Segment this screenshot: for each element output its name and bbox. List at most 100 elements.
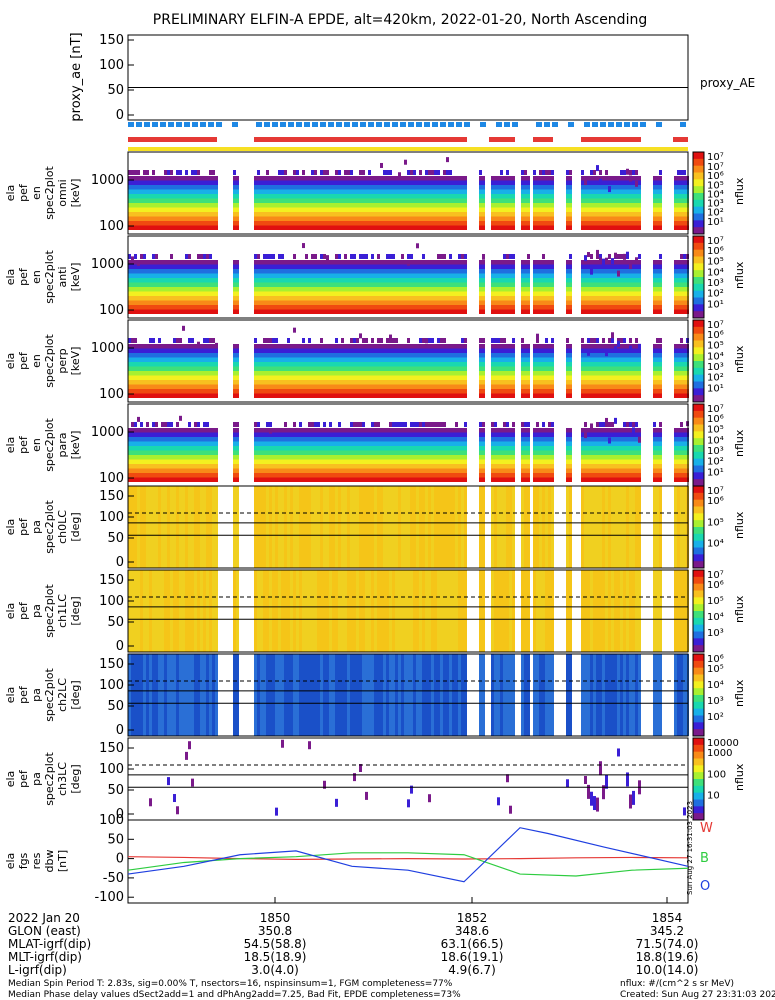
spec-cell <box>188 221 191 226</box>
spec-cell <box>158 260 161 265</box>
spec-cell <box>359 362 362 367</box>
spec-cell <box>128 176 131 181</box>
spec-cell <box>173 278 176 283</box>
spec-cell <box>617 207 620 212</box>
spec-cell <box>479 278 482 283</box>
spec-cell <box>305 269 308 274</box>
spec-cell <box>137 170 140 175</box>
spec-cell <box>452 203 455 208</box>
spec-cell <box>335 194 338 199</box>
spec-cell <box>674 264 677 269</box>
spec-cell <box>458 305 461 310</box>
spec-cell <box>656 260 659 265</box>
spec-cell <box>431 198 434 203</box>
spec-cell <box>440 287 443 292</box>
ylabel-line: [keV] <box>69 179 82 208</box>
spec-cell <box>593 189 596 194</box>
spec-cell <box>371 198 374 203</box>
spec-cell <box>191 207 194 212</box>
spec-cell <box>152 180 155 185</box>
spec-cell <box>386 189 389 194</box>
spec-cell <box>386 207 389 212</box>
spec-cell <box>146 389 149 394</box>
spec-cell <box>128 393 131 398</box>
spec-cell <box>161 180 164 185</box>
spec-cell <box>503 291 506 296</box>
spec-cell <box>458 225 461 230</box>
spec-cell <box>263 207 266 212</box>
spec-cell <box>149 389 152 394</box>
spec-cell <box>179 305 182 310</box>
spec-cell <box>266 348 269 353</box>
spec-cell <box>638 207 641 212</box>
spec-cell <box>191 338 194 343</box>
spec-cell <box>527 309 530 314</box>
spec-cell <box>398 273 401 278</box>
spec-cell <box>323 375 326 380</box>
spec-cell <box>161 278 164 283</box>
spec-cell <box>362 273 365 278</box>
spec-cell <box>512 296 515 301</box>
spec-cell <box>302 170 305 175</box>
spec-cell <box>302 216 305 221</box>
spec-cell <box>602 258 605 265</box>
spec-cell <box>152 216 155 221</box>
spec-cell <box>611 300 614 305</box>
spec-cell <box>365 269 368 274</box>
spec-cell <box>413 207 416 212</box>
spec-cell <box>170 254 173 259</box>
spec-cell <box>233 176 236 181</box>
spec-cell <box>257 176 260 181</box>
spec-cell <box>371 260 374 265</box>
spec-cell <box>275 282 278 287</box>
spec-cell <box>605 221 608 226</box>
spec-cell <box>194 380 197 385</box>
spec-cell <box>269 287 272 292</box>
spec-cell <box>653 207 656 212</box>
spec-cell <box>581 264 584 269</box>
spec-cell <box>266 353 269 358</box>
spec-cell <box>347 260 350 265</box>
spec-cell <box>134 260 137 265</box>
spec-cell <box>350 393 353 398</box>
spec-cell <box>200 287 203 292</box>
spec-cell <box>617 278 620 283</box>
spec-cell <box>524 260 527 265</box>
spec-cell <box>143 221 146 226</box>
spec-cell <box>269 180 272 185</box>
spec-cell <box>638 225 641 230</box>
spec-cell <box>356 180 359 185</box>
spec-cell <box>140 189 143 194</box>
spec-cell <box>395 216 398 221</box>
spec-cell <box>212 291 215 296</box>
spec-cell <box>449 170 452 175</box>
spec-cell <box>326 282 329 287</box>
spec-cell <box>512 212 515 217</box>
spec-cell <box>158 389 161 394</box>
spec-cell <box>353 371 356 376</box>
spec-cell <box>278 264 281 269</box>
spec-cell <box>200 375 203 380</box>
spec-cell <box>161 282 164 287</box>
spec-cell <box>512 282 515 287</box>
spec-cell <box>635 264 638 269</box>
spec-cell <box>347 291 350 296</box>
spec-cell <box>314 353 317 358</box>
spec-cell <box>371 300 374 305</box>
spec-cell <box>422 203 425 208</box>
spec-cell <box>494 291 497 296</box>
spec-cell <box>296 380 299 385</box>
spec-cell <box>374 264 377 269</box>
spec-cell <box>596 282 599 287</box>
spec-cell <box>509 296 512 301</box>
spec-cell <box>482 212 485 217</box>
spec-cell <box>455 185 458 190</box>
spec-cell <box>347 264 350 269</box>
spec-cell <box>437 185 440 190</box>
spec-cell <box>143 300 146 305</box>
spec-cell <box>521 291 524 296</box>
spec-cell <box>320 189 323 194</box>
spec-cell <box>182 309 185 314</box>
spec-cell <box>344 309 347 314</box>
spec-cell <box>401 180 404 185</box>
